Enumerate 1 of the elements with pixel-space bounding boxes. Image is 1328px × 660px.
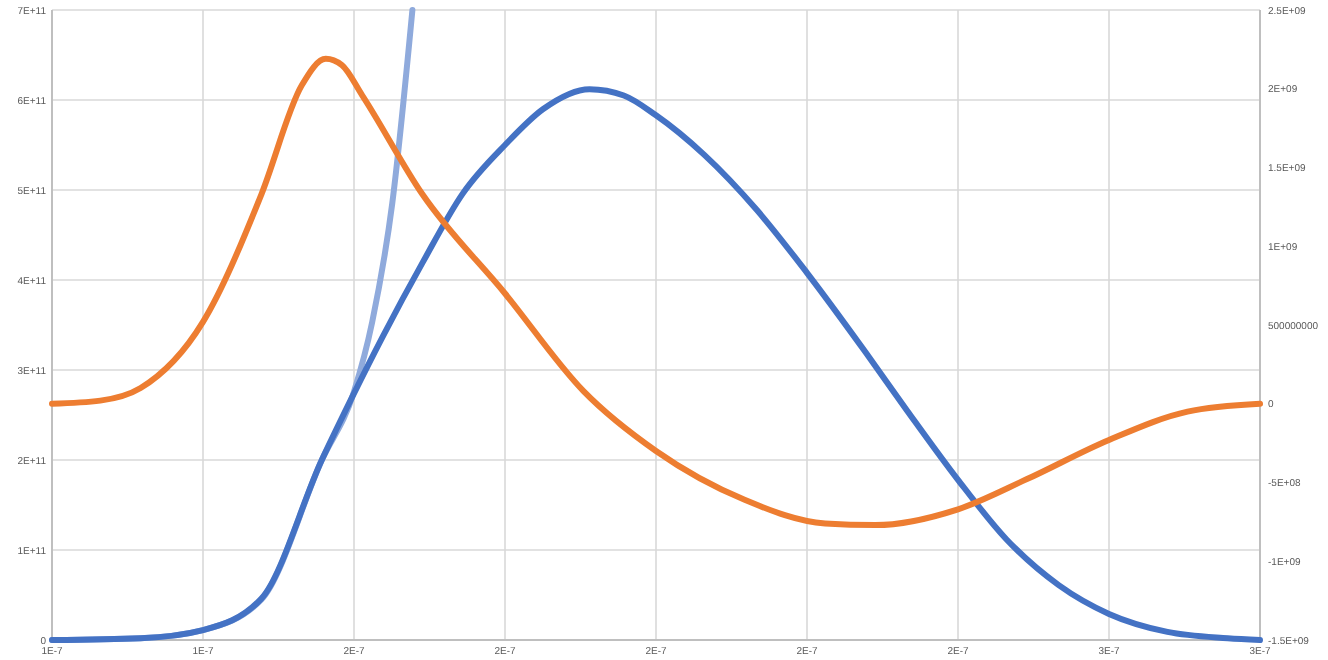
- line-series: [49, 55, 1263, 529]
